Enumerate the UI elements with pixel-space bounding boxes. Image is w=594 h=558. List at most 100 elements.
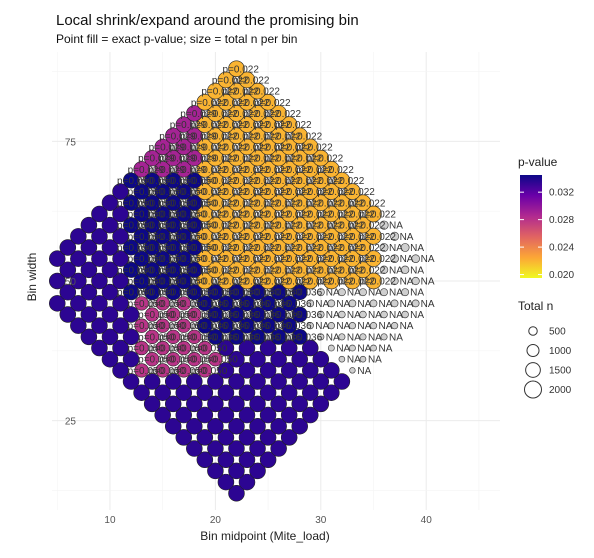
na-point [348,322,357,330]
p-value-label: p=0.036 [254,321,291,332]
p-value-label: p=0.029 [159,131,196,142]
na-label: NA [347,332,361,343]
p-value-label: p=0.022 [233,98,270,109]
bin-point [238,161,256,178]
bin-point [166,329,181,345]
bin-point [144,194,161,211]
na-point [337,288,346,297]
na-point [317,310,325,319]
bin-point [164,417,182,435]
p-value-label: p=0.022 [212,75,249,86]
bin-point [186,440,203,457]
bin-point [333,261,351,279]
size-legend-key [528,326,538,336]
bin-point [280,339,298,357]
bin-point [291,261,308,279]
p-value-label: p=0.050 [138,176,175,187]
size-legend-keys: 500 1000 1500 2000 [524,326,572,399]
bin-point [207,284,224,301]
p-value-label: p=0.022 [222,64,259,75]
bin-point [133,384,150,401]
p-value-label: p=0.022 [286,265,323,276]
na-label: NA [379,344,393,355]
p-value-label: p=0.022 [275,277,312,288]
bin-point [239,317,255,334]
bin-point [249,395,266,413]
na-label: NA [410,243,424,254]
bin-point [155,340,170,356]
bin-point [354,239,372,256]
x-axis-title: Bin midpoint (Mite_load) [200,529,329,543]
bin-point [186,172,203,189]
bin-point [175,272,192,290]
bin-point [270,417,287,435]
p-value-label: p=0.022 [307,243,344,254]
bin-point [280,406,298,424]
size-legend-label: 1500 [549,366,572,377]
p-value-label: p=0.050 [180,332,217,343]
bin-point [302,339,319,357]
bin-point [166,307,181,322]
bin-point [291,417,308,435]
bin-point [291,172,308,189]
bin-point [280,228,298,245]
p-value-label: p=0.036 [265,332,302,343]
bin-point [154,205,171,222]
p-value-label: p=0.050 [138,198,175,209]
na-point [380,333,388,341]
bin-point [165,194,182,211]
p-value-label: p=0.036 [275,321,312,332]
na-label: NA [336,344,350,355]
bin-point [291,373,308,390]
bin-point [249,417,266,435]
p-value-label: p=0.022 [338,209,375,220]
size-legend-key [526,343,540,358]
p-value-label: p=0.022 [201,243,238,254]
bin-point [365,205,382,223]
bin-point [259,228,277,245]
bin-point [144,261,161,278]
na-point [380,288,389,297]
bin-point [175,228,192,245]
bin-point [49,250,66,267]
bin-point [197,340,212,356]
bin-point [207,462,224,480]
p-value-label: p=0.022 [275,142,312,153]
color-legend-tick-label: 0.020 [549,270,574,281]
bin-point [91,272,108,290]
bin-point [196,161,214,178]
bin-point [144,352,160,367]
p-value-label: p=0.022 [265,131,302,142]
p-value-label: p=0.036 [191,299,228,310]
x-tick-label: 40 [421,515,433,526]
bin-point [312,395,330,413]
bin-point [175,161,192,178]
p-value-label: p=0.050 [170,209,207,220]
na-label: NA [315,299,329,310]
bin-point [323,362,340,379]
color-legend: p-value 0.020 0.024 0.028 0.032 [518,155,574,281]
bin-point [344,250,361,267]
bin-point [196,116,214,133]
na-point [306,299,315,308]
p-value-label: p=0.022 [233,232,270,243]
p-value-label: p=0.022 [317,209,354,220]
bin-point [123,239,140,256]
p-value-label: p=0.022 [233,120,270,131]
bin-point [259,451,277,468]
p-value-label: p=0.022 [222,243,259,254]
p-value-label: p=0.022 [296,142,333,153]
bin-point [302,362,319,379]
na-label: NA [421,277,435,288]
p-value-label: p=0.022 [286,243,323,254]
p-value-label: p=0.022 [222,87,259,98]
bin-point [228,149,245,167]
bin-point [164,373,182,390]
color-legend-tick-label: 0.028 [549,215,574,226]
p-value-label: p=0.050 [180,265,217,276]
bin-point [302,228,319,245]
p-value-label: p=0.050 [138,310,175,321]
p-value-label: p=0.022 [307,221,344,232]
p-value-label: p=0.022 [212,232,249,243]
bin-point [228,239,245,256]
